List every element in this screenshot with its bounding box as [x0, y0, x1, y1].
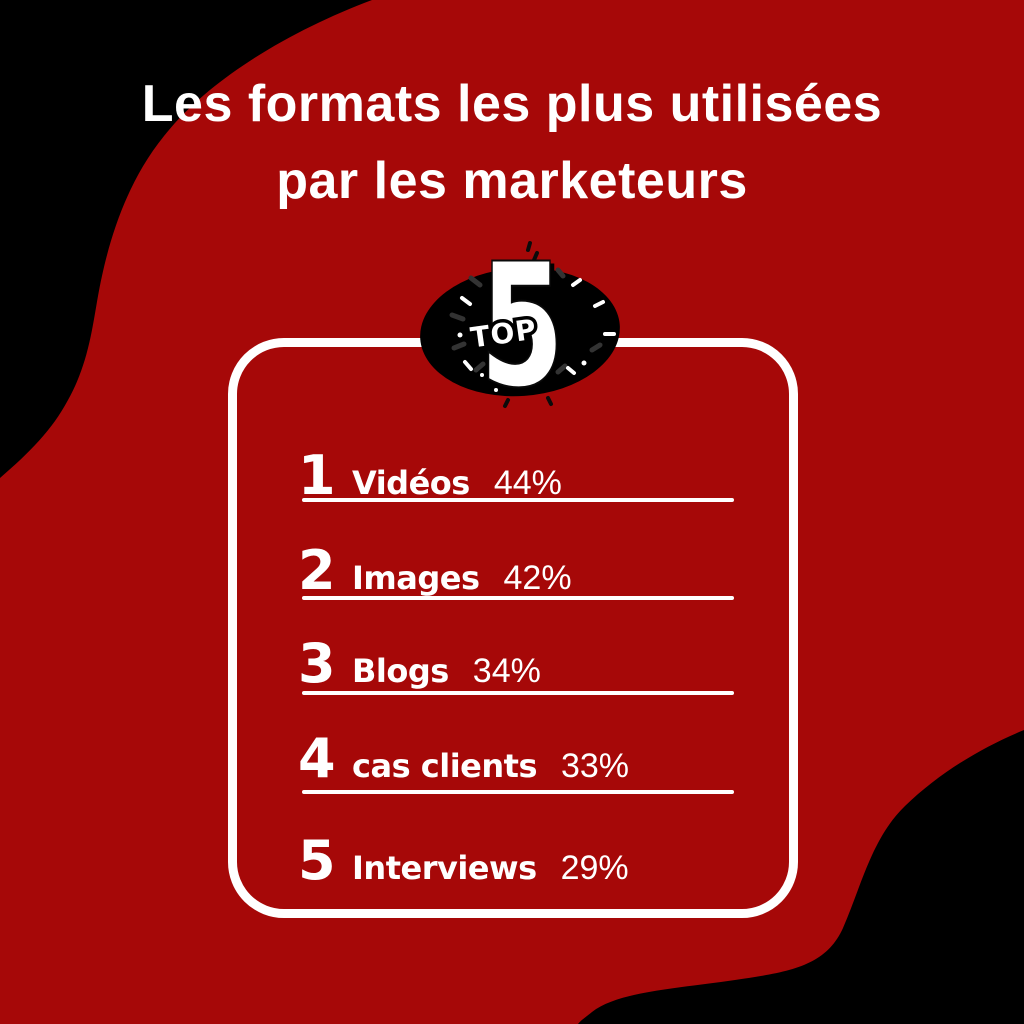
- list-item: 3 Blogs 34%: [298, 637, 541, 691]
- badge-number: 5: [480, 240, 564, 410]
- list-item: 1 Vidéos 44%: [298, 449, 562, 503]
- title-line-2: par les marketeurs: [276, 152, 748, 210]
- badge-dark-ticks: [449, 267, 603, 375]
- badge-number-shadow: 5: [485, 240, 569, 410]
- rank-number: 4: [298, 727, 336, 790]
- rank-number: 1: [298, 444, 336, 507]
- percentage-value: 33%: [560, 747, 630, 785]
- format-label: Blogs: [352, 652, 449, 690]
- list-item: 2 Images 42%: [298, 544, 572, 598]
- separator-line: [302, 498, 734, 502]
- rank-number: 5: [298, 829, 336, 892]
- separator-line: [302, 596, 734, 600]
- top5-list-panel: 1 Vidéos 44% 2 Images 42% 3 Blogs 34% 4 …: [228, 338, 798, 918]
- separator-line: [302, 691, 734, 695]
- page-title: Les formats les plus utilisées par les m…: [0, 66, 1024, 220]
- format-label: Interviews: [352, 849, 537, 887]
- format-label: Vidéos: [352, 464, 470, 502]
- format-label: cas clients: [352, 747, 537, 785]
- badge-outer-ticks: [503, 241, 553, 408]
- percentage-value: 44%: [493, 464, 562, 502]
- percentage-value: 29%: [560, 849, 629, 887]
- separator-line: [302, 790, 734, 794]
- badge-white-ticks: [457, 265, 616, 392]
- list-item: 5 Interviews 29%: [298, 834, 629, 888]
- rank-number: 3: [298, 632, 336, 695]
- format-label: Images: [352, 559, 480, 597]
- percentage-value: 34%: [472, 652, 541, 690]
- list-item: 4 cas clients 33%: [298, 732, 629, 786]
- percentage-value: 42%: [503, 559, 572, 597]
- rank-number: 2: [298, 539, 336, 602]
- top5-badge: 5 5 TOP: [420, 240, 620, 410]
- badge-ellipse: [420, 267, 620, 397]
- title-line-1: Les formats les plus utilisées: [141, 75, 883, 133]
